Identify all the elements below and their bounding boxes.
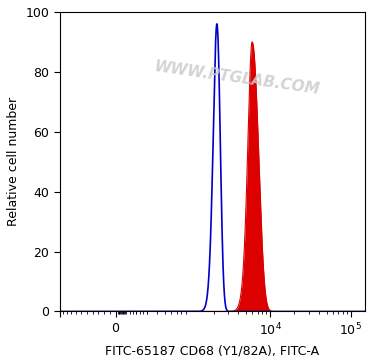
Y-axis label: Relative cell number: Relative cell number [7, 97, 20, 226]
Text: WWW.PTGLAB.COM: WWW.PTGLAB.COM [153, 59, 321, 97]
X-axis label: FITC-65187 CD68 (Y1/82A), FITC-A: FITC-65187 CD68 (Y1/82A), FITC-A [105, 344, 320, 357]
